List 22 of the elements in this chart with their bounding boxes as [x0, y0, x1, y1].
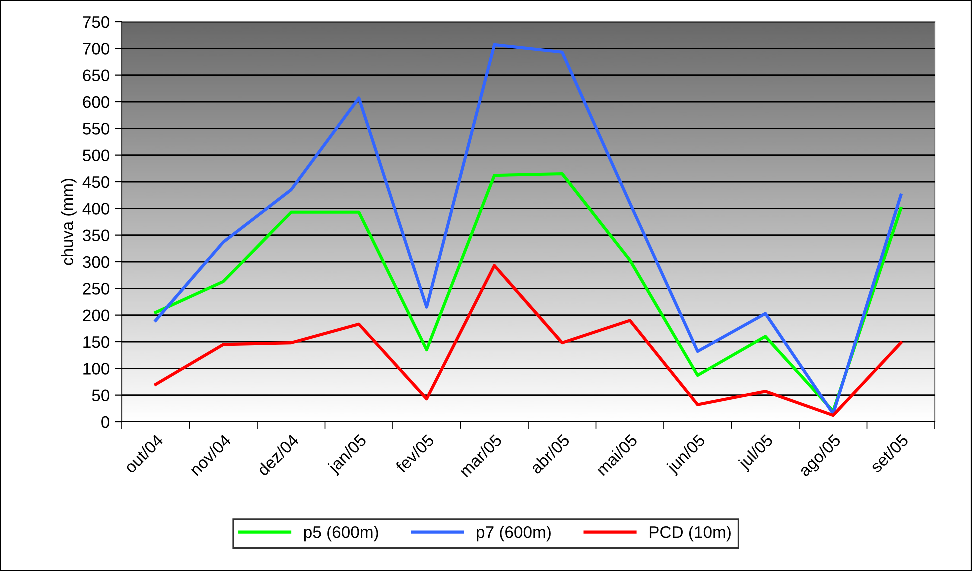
line-series — [154, 43, 903, 416]
y-tick-label: 700 — [83, 43, 110, 55]
legend-label: PCD (10m) — [650, 526, 731, 542]
y-tick-label: 450 — [82, 176, 110, 188]
legend-label: p7 (600m) — [477, 526, 551, 542]
y-tick-label: 750 — [83, 16, 110, 28]
y-tick-label: 0 — [102, 416, 110, 428]
y-tick-label: 600 — [83, 96, 110, 108]
y-tick-label: 500 — [83, 150, 110, 162]
y-tick-label: 200 — [83, 310, 110, 322]
y-tick-label: 400 — [82, 203, 110, 215]
legend-label: p5 (600m) — [304, 526, 378, 542]
line-series — [154, 264, 903, 418]
y-tick-label: 50 — [92, 390, 110, 402]
y-tick-label: 550 — [83, 123, 110, 135]
y-tick-label: 250 — [83, 283, 110, 295]
y-tick-label: 300 — [83, 256, 110, 268]
y-tick-label: 150 — [84, 336, 110, 348]
y-axis-title: chuva (mm) — [61, 179, 77, 266]
y-tick-label: 650 — [83, 70, 110, 82]
y-tick-label: 350 — [83, 230, 110, 242]
y-tick-label: 100 — [84, 363, 110, 375]
